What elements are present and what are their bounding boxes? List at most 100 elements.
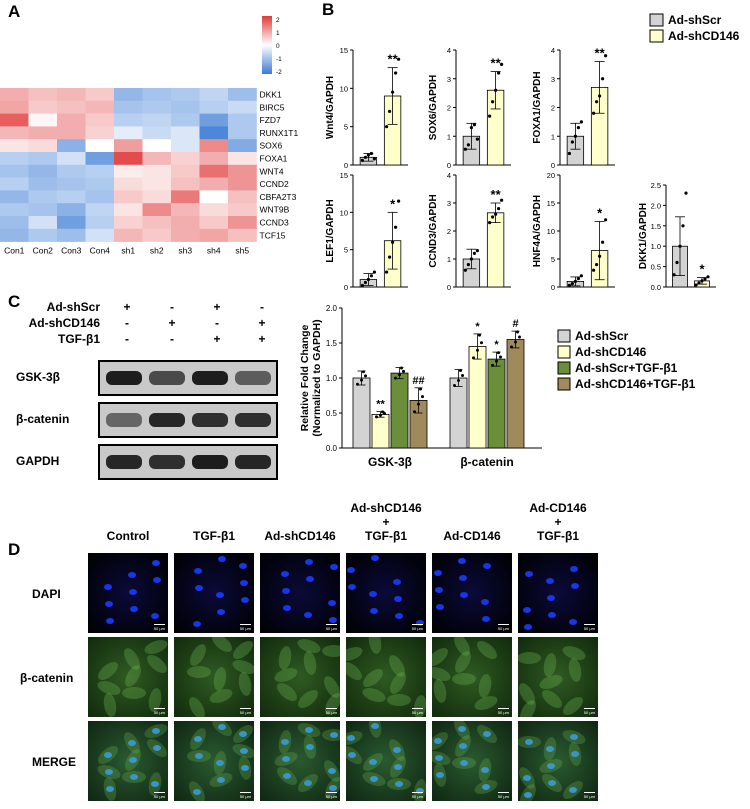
y-tick-label: 0: [447, 161, 451, 170]
heatmap-cell: [228, 164, 257, 178]
data-point: [684, 191, 688, 195]
heatmap-row-label: WNT9B: [260, 205, 290, 215]
data-point: [697, 281, 701, 285]
heatmap-cell: [171, 216, 200, 230]
data-point: [369, 274, 373, 278]
y-tick-label: 5: [551, 255, 555, 264]
treatment-sign: -: [260, 300, 264, 314]
data-point: [703, 277, 707, 281]
blot-image: [98, 402, 278, 438]
heatmap-cell: [57, 190, 86, 204]
data-point: [672, 273, 676, 277]
data-point: [604, 218, 608, 222]
bar-chart-7: 0.0 0.5 1.0 1.5 2.0 2.5 DKK1/GAPDH *: [638, 181, 716, 292]
data-point: [570, 282, 574, 286]
microscopy-image: 50 μm: [88, 553, 168, 633]
significance-marker: **: [491, 187, 502, 202]
heatmap-cell: [57, 164, 86, 178]
microscopy-image: 50 μm: [88, 721, 168, 801]
legend-label: Ad-shScr: [575, 329, 629, 343]
legend-swatch: [557, 345, 571, 359]
microscopy-image: 50 μm: [174, 553, 254, 633]
legend-swatch: [557, 361, 571, 375]
data-point: [595, 100, 599, 104]
data-point: [491, 215, 495, 219]
heatmap-cell: [28, 100, 58, 114]
data-point: [601, 77, 605, 81]
data-point: [488, 114, 492, 118]
data-point: [372, 157, 376, 161]
column-header-line: [422, 515, 522, 529]
microscopy-row-label: MERGE: [32, 755, 77, 769]
data-point: [381, 410, 384, 414]
blot-image: [98, 444, 278, 480]
column-header-line: +: [554, 515, 562, 529]
data-point: [360, 158, 364, 162]
column-header-line: Ad-CD146: [529, 501, 587, 515]
y-tick-label: 1: [551, 132, 555, 141]
heatmap-cell: [57, 216, 86, 230]
scale-bar: 50 μm: [239, 624, 252, 631]
blot-band: [149, 413, 185, 427]
treatment-sign: +: [213, 300, 221, 314]
data-point: [579, 120, 583, 124]
heatmap-cell: [28, 216, 58, 230]
y-tick-label: 2.5: [651, 181, 661, 190]
heatmap-col-label: Con3: [61, 246, 82, 256]
scale-bar: 50 μm: [153, 624, 166, 631]
bar: [487, 358, 506, 449]
significance-marker: *: [390, 196, 396, 211]
heatmap-col-label: Con1: [4, 246, 25, 256]
scale-bar: 50 μm: [325, 624, 338, 631]
scale-bar: 50 μm: [497, 792, 510, 799]
microscopy-column-header: Control: [78, 501, 178, 543]
scale-bar: 50 μm: [239, 708, 252, 715]
heatmap-cell: [0, 203, 29, 217]
y-tick-label: 0.0: [651, 283, 661, 292]
scale-bar: 50 μm: [497, 708, 510, 715]
heatmap-cell: [57, 100, 86, 114]
heatmap-cell: [28, 203, 58, 217]
heatmap-cell: [199, 203, 229, 217]
heatmap-cell: [228, 139, 257, 153]
data-point: [510, 345, 513, 349]
y-axis-label-2: (Normalized to GAPDH): [311, 319, 323, 436]
heatmap-cell: [142, 126, 172, 140]
y-tick-label: 0: [551, 161, 555, 170]
data-point: [601, 240, 605, 244]
data-point: [394, 225, 398, 229]
data-point: [488, 221, 492, 225]
x-category-label: β-catenin: [460, 455, 513, 469]
heatmap-row-label: SOX6: [260, 141, 283, 151]
bar: [506, 339, 525, 449]
scale-bar: 50 μm: [411, 624, 424, 631]
data-point: [364, 374, 367, 378]
heatmap-cell: [85, 126, 115, 140]
scale-tick-label: 2: [276, 17, 280, 24]
data-point: [360, 283, 364, 288]
y-tick-label: 2: [551, 104, 555, 113]
column-header-line: Ad-shCD146: [350, 501, 422, 515]
panel-label-c: C: [8, 292, 21, 311]
heatmap-cell: [171, 139, 200, 153]
data-point: [478, 333, 481, 337]
data-point: [362, 370, 365, 374]
heatmap-cell: [85, 164, 115, 178]
blot-image: [98, 360, 278, 396]
heatmap-cell: [228, 228, 257, 242]
y-tick-label: 15: [340, 46, 348, 55]
data-point: [576, 126, 580, 130]
y-tick-label: 0: [447, 283, 451, 292]
data-point: [495, 359, 498, 363]
data-point: [491, 363, 494, 367]
data-point: [366, 153, 370, 157]
heatmap-cell: [28, 126, 58, 140]
data-point: [394, 376, 397, 380]
blot-band: [235, 455, 271, 469]
heatmap-cell: [199, 126, 229, 140]
data-point: [592, 268, 596, 272]
heatmap-cell: [85, 113, 115, 127]
treatment-label: Ad-shCD146: [28, 316, 100, 330]
heatmap-cell: [114, 228, 143, 242]
legend-swatch: [649, 29, 664, 43]
